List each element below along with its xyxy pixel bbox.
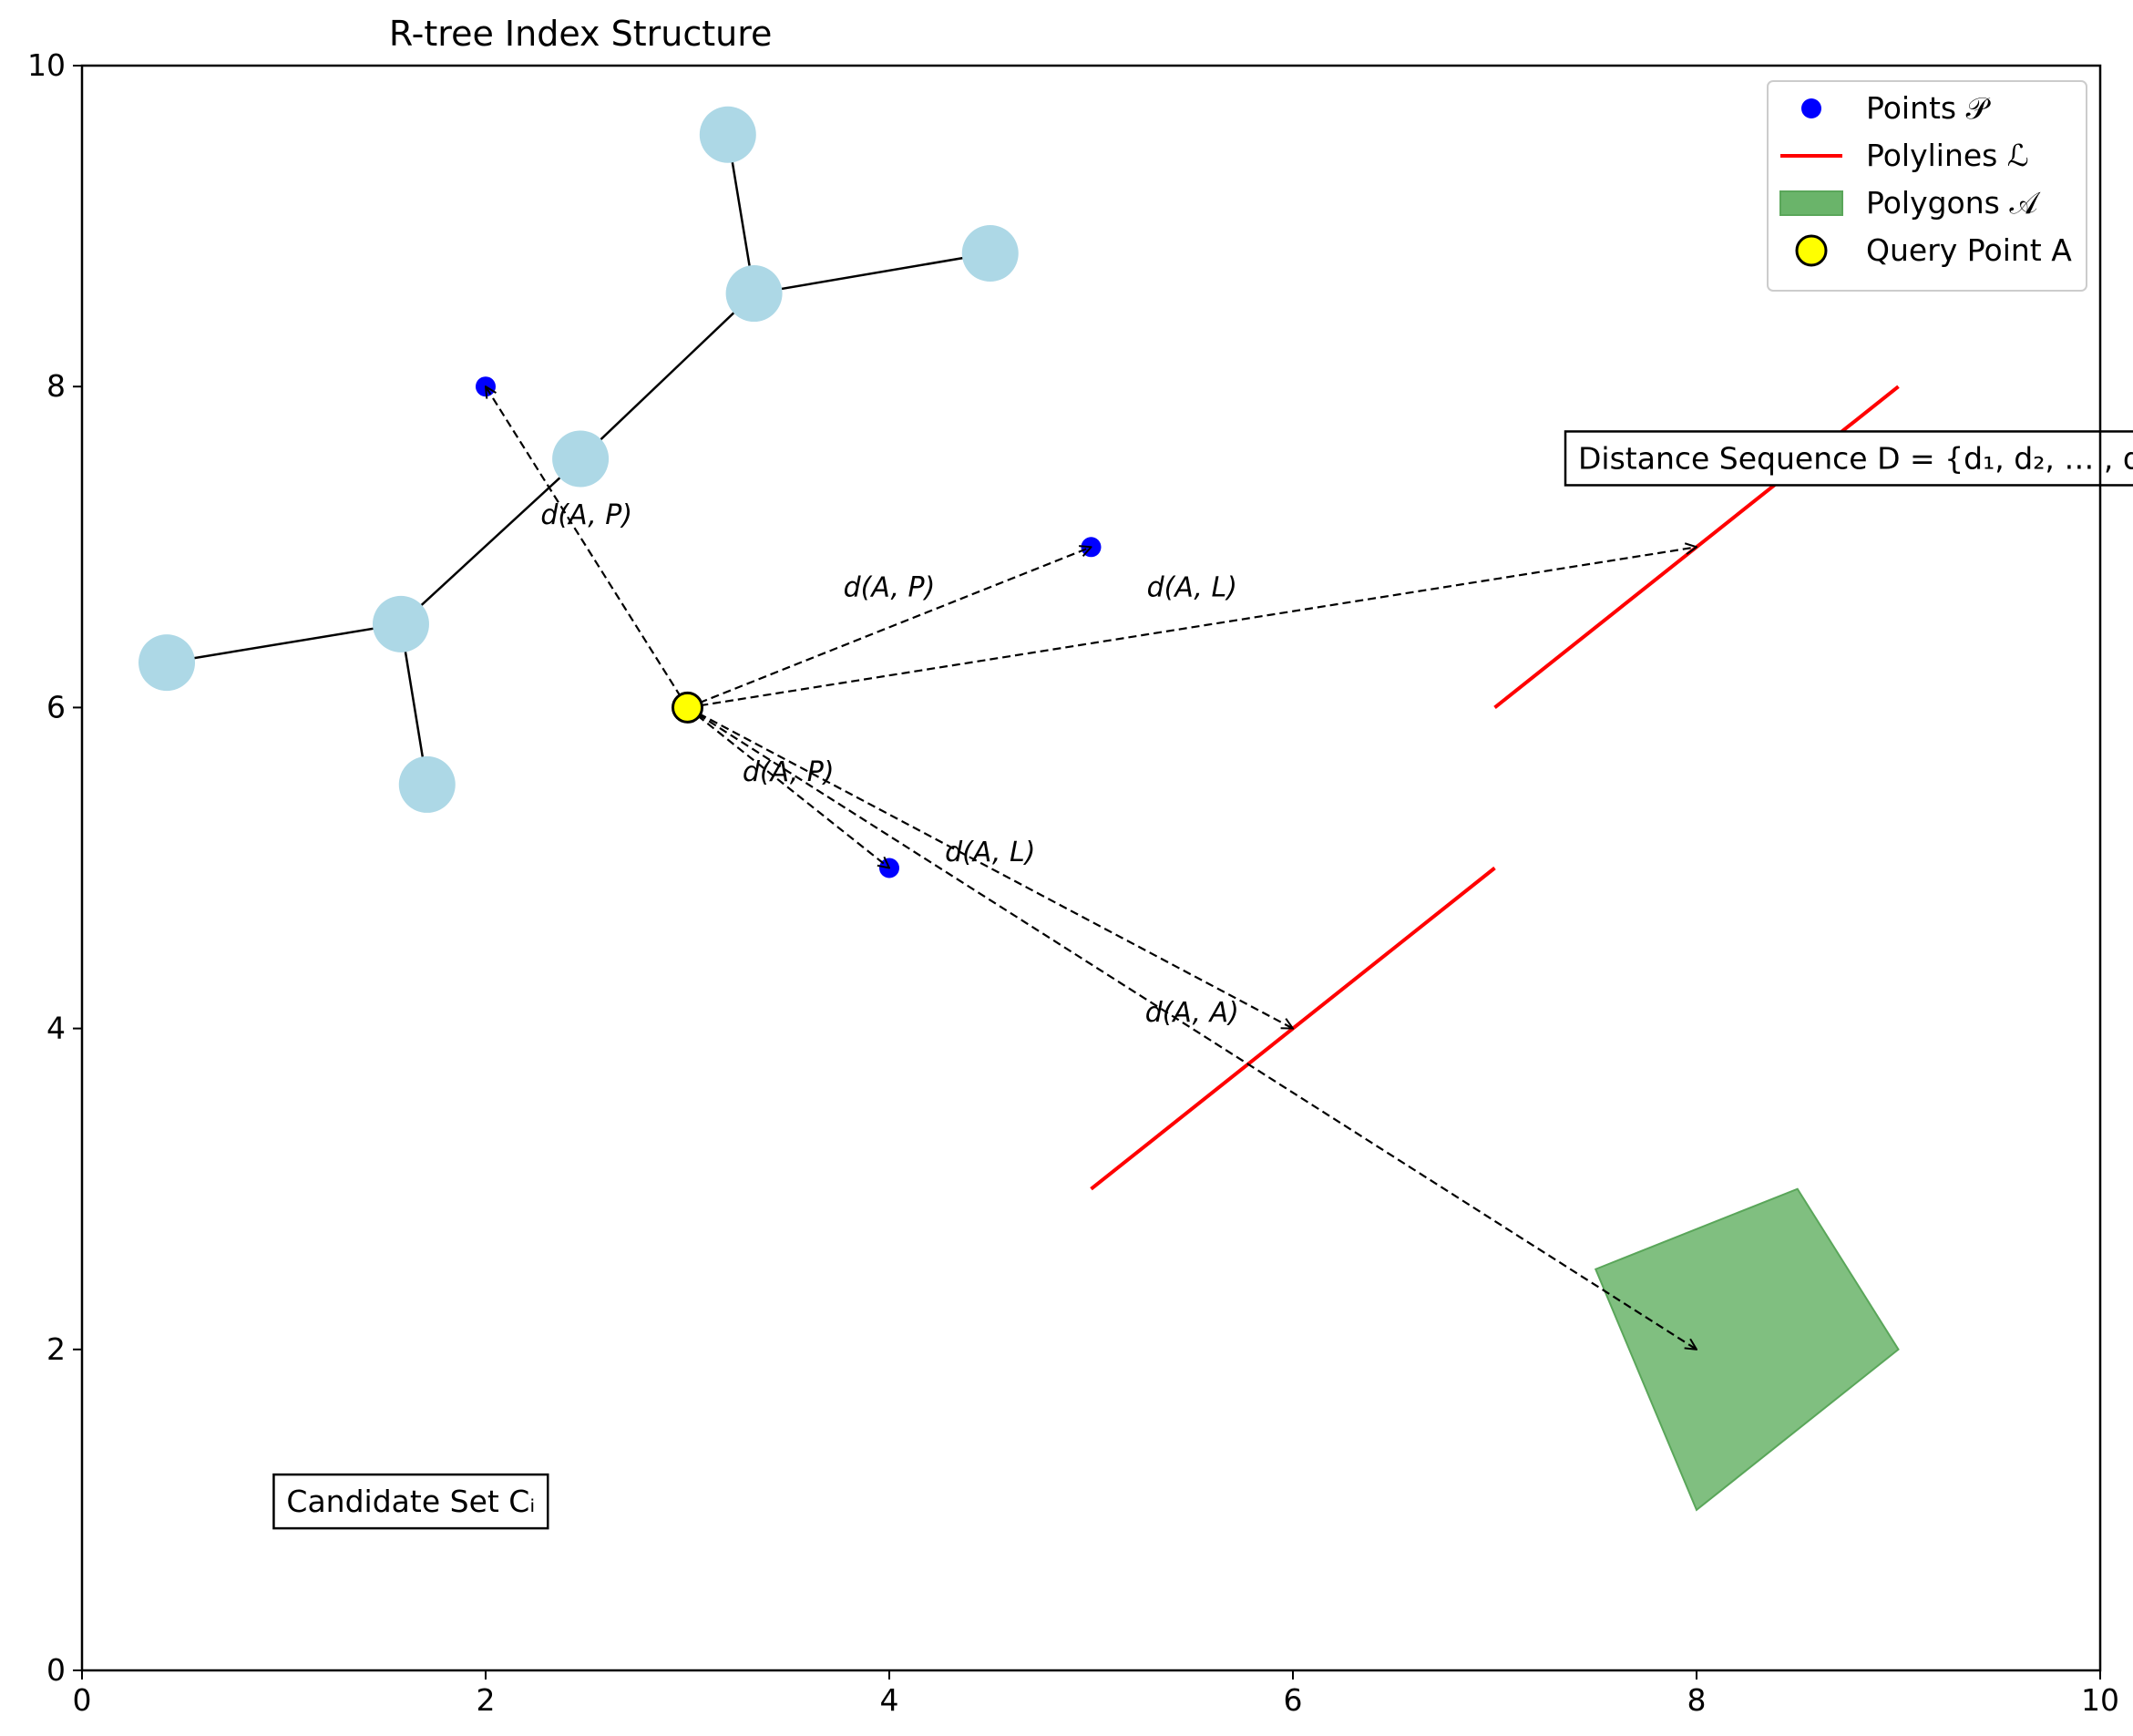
y-tick-label: 2	[46, 1331, 66, 1367]
legend-label: Polygons 𝒜	[1866, 185, 2041, 221]
y-tick-label: 10	[27, 47, 66, 83]
rtree-node	[552, 430, 610, 488]
rtree-edge	[166, 622, 402, 664]
x-tick-label: 2	[477, 1682, 496, 1718]
rtree-node	[961, 225, 1019, 282]
y-tick-label: 0	[46, 1652, 66, 1688]
rtree-node	[725, 265, 783, 323]
distance-label: d(A, L)	[1147, 571, 1237, 603]
x-tick-label: 6	[1284, 1682, 1303, 1718]
x-tick-label: 8	[1687, 1682, 1707, 1718]
annotation-box: Candidate Set Cᵢ	[272, 1473, 549, 1530]
axis-ticks: 0 2 4 6 8 10 0 2 4 6 8 10	[27, 47, 2119, 1718]
distance-label: d(A, L)	[945, 837, 1035, 868]
query-point	[672, 691, 703, 724]
rtree-edge	[579, 293, 755, 460]
distance-arrow	[686, 706, 890, 868]
annotation-text: Distance Sequence D = {d₁, d₂, … , dₙ}	[1578, 440, 2133, 476]
rtree-edge	[400, 457, 581, 625]
legend-frame	[1767, 80, 2087, 292]
distance-label: d(A, A)	[1145, 997, 1239, 1029]
annotations-layer: Distance Sequence D = {d₁, d₂, … , dₙ} Ca…	[272, 430, 2133, 1530]
annotation-box: Distance Sequence D = {d₁, d₂, … , dₙ}	[1564, 430, 2133, 487]
x-tick-label: 0	[73, 1682, 92, 1718]
y-tick-label: 4	[46, 1011, 66, 1046]
query-layer	[672, 691, 703, 724]
y-tick-label: 6	[46, 689, 66, 724]
distance-arrow	[686, 706, 1697, 1349]
rtree-edge	[754, 252, 990, 295]
plot-frame	[80, 64, 2102, 1672]
annotation-frame	[1564, 430, 2133, 487]
x-tick-label: 10	[2081, 1682, 2119, 1718]
legend-label: Query Point A	[1866, 232, 2072, 268]
x-tick-label: 4	[880, 1682, 899, 1718]
polygon	[1594, 1187, 1900, 1512]
legend-query-handle	[1795, 234, 1828, 267]
distance-label: d(A, P)	[743, 756, 835, 788]
distance-label: d(A, P)	[844, 571, 936, 603]
legend-label: Polylines ℒ	[1866, 138, 2029, 173]
polylines-layer	[1090, 385, 1900, 1191]
annotation-text: Candidate Set Cᵢ	[286, 1484, 535, 1519]
rtree-node	[372, 595, 429, 652]
annotation-frame	[272, 1473, 549, 1530]
y-tick-label: 8	[46, 368, 66, 404]
chart-title: R-tree Index Structure	[389, 14, 773, 54]
polygons-layer	[1594, 1187, 1900, 1512]
distance-arrows-layer	[486, 386, 1697, 1350]
distance-label: d(A, P)	[540, 499, 632, 531]
distance-arrow	[687, 547, 1092, 709]
legend-patch-handle	[1779, 190, 1843, 216]
distance-labels-layer: d(A, P) d(A, P) d(A, L) d(A, P) d(A, L) d(A, …	[540, 499, 1238, 1029]
legend: Points 𝒫 Polylines ℒ Polygons 𝒜 Query Point…	[1767, 80, 2087, 292]
legend-point-handle	[1801, 98, 1821, 118]
legend-label: Points 𝒫	[1866, 90, 1992, 126]
rtree-node	[138, 634, 196, 692]
rtree-node	[398, 755, 456, 813]
rtree-node	[699, 106, 756, 163]
rtree-layer	[138, 106, 1019, 813]
distance-arrow	[687, 547, 1697, 709]
